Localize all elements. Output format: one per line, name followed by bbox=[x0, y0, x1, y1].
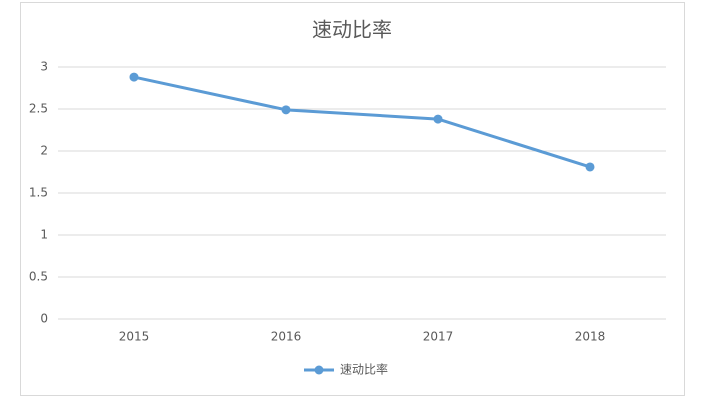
x-tick-label: 2016 bbox=[271, 330, 302, 344]
data-point bbox=[433, 114, 443, 124]
y-tick-label: 1 bbox=[40, 228, 48, 242]
y-tick-label: 2.5 bbox=[29, 102, 48, 116]
x-tick-label: 2015 bbox=[119, 330, 150, 344]
y-tick-label: 3 bbox=[40, 60, 48, 74]
chart-title: 速动比率 bbox=[312, 18, 392, 42]
data-point bbox=[281, 105, 291, 115]
y-tick-label: 0.5 bbox=[29, 270, 48, 284]
x-tick-label: 2018 bbox=[575, 330, 606, 344]
data-point bbox=[585, 162, 595, 172]
y-tick-label: 0 bbox=[40, 312, 48, 326]
series-line bbox=[133, 75, 591, 169]
y-tick-label: 1.5 bbox=[29, 186, 48, 200]
legend-label: 速动比率 bbox=[340, 362, 388, 377]
legend-marker bbox=[314, 365, 324, 375]
chart-frame bbox=[20, 2, 685, 396]
x-tick-label: 2017 bbox=[423, 330, 454, 344]
y-tick-label: 2 bbox=[40, 144, 48, 158]
data-point bbox=[129, 72, 139, 82]
